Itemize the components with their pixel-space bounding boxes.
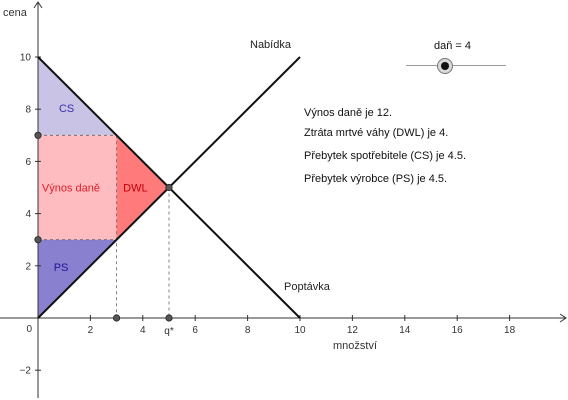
cs-label: CS (59, 103, 74, 115)
y-tick-label: 2 (25, 261, 31, 272)
seller-price-point[interactable] (34, 236, 42, 244)
tax-revenue-region (38, 135, 117, 240)
tax-slider-label: daň = 4 (434, 40, 472, 52)
x-tick-label: 4 (140, 325, 146, 336)
x-tick-label: 2 (88, 325, 94, 336)
x-tick-label: 16 (452, 325, 464, 336)
x-tick-label: 14 (399, 325, 411, 336)
ps-label: PS (54, 262, 69, 274)
deadweight-loss-region (116, 135, 169, 240)
y-tick-label: 10 (20, 53, 32, 64)
y-axis-arrow (33, 1, 43, 9)
tax-slider-track[interactable] (406, 65, 506, 66)
tax-slider-handle[interactable] (437, 58, 453, 74)
tax-revenue-text: Výnos daně je 12. (304, 107, 393, 119)
x-tick-label: 18 (504, 325, 516, 336)
tax-revenue-label: Výnos daně (42, 182, 100, 194)
y-tick-label: 4 (25, 209, 31, 220)
cs-text: Přebytek spotřebitele (CS) je 4.5. (304, 150, 467, 162)
origin-label: 0 (26, 324, 32, 335)
x-axis-arrow (559, 313, 567, 323)
x-tick-label: 10 (294, 325, 306, 336)
tax-quantity-point[interactable] (113, 314, 121, 322)
supply-label: Nabídka (250, 39, 292, 51)
q-star-label: q* (164, 326, 174, 337)
y-tick-label: 8 (25, 105, 31, 116)
dwl-text: Ztráta mrtvé váhy (DWL) je 4. (304, 127, 449, 139)
buyer-price-point[interactable] (34, 131, 42, 139)
x-tick-labels: 2 4 6 8 10 12 14 16 18 (88, 325, 516, 336)
x-tick-label: 8 (245, 325, 251, 336)
y-tick-label: 6 (25, 157, 31, 168)
x-tick-marks (89, 315, 511, 321)
y-tick-labels: 10 8 6 4 2 −2 (20, 53, 32, 377)
ps-text: Přebytek výrobce (PS) je 4.5. (304, 173, 448, 185)
equilibrium-point[interactable] (165, 183, 173, 192)
dwl-label: DWL (123, 182, 147, 194)
x-tick-label: 12 (347, 325, 359, 336)
equilibrium-quantity-point[interactable] (165, 314, 173, 322)
demand-label: Poptávka (284, 281, 331, 293)
x-tick-label: 6 (192, 325, 198, 336)
y-axis-title: cena (3, 7, 28, 19)
x-axis-title: množství (333, 340, 377, 352)
y-tick-label: −2 (20, 366, 32, 377)
